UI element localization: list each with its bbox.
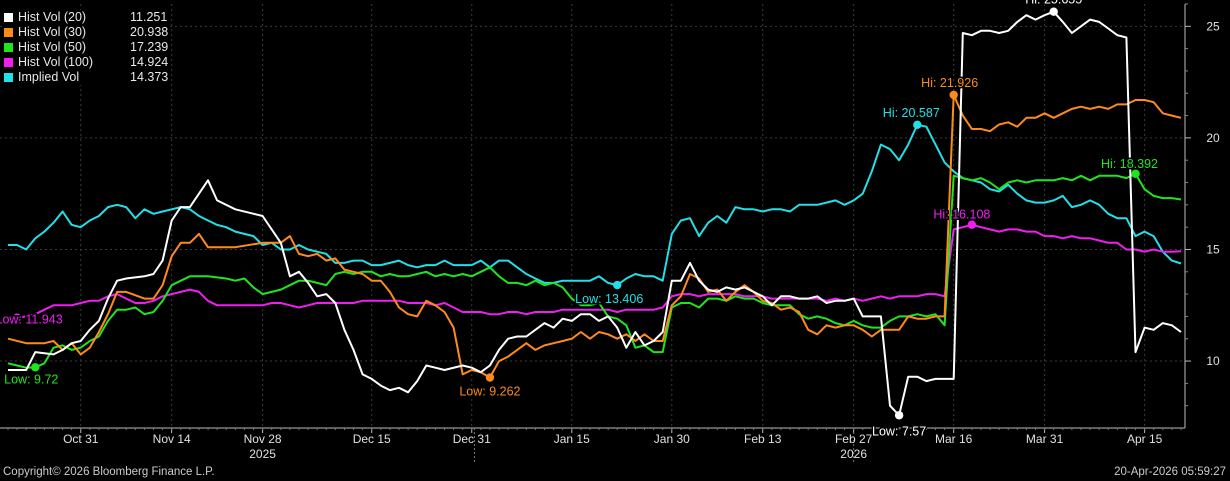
- series-line-3: [7, 223, 1182, 320]
- legend-swatch: [4, 28, 13, 37]
- legend-series-name: Implied Vol: [18, 70, 80, 84]
- series-line-1: [7, 93, 1182, 379]
- legend-series-value: 11.251: [130, 10, 168, 24]
- legend-series-value: 14.924: [130, 55, 169, 69]
- legend-item-hist-vol-50[interactable]: Hist Vol (50) 17.239: [4, 40, 168, 55]
- legend-series-name: Hist Vol (100): [18, 55, 94, 69]
- year-label: 2026: [840, 447, 867, 461]
- legend-series-value: 20.938: [130, 25, 169, 39]
- annotation-label: Low: 13.406: [575, 292, 643, 306]
- annotation-label: Hi: 25.655: [1025, 0, 1082, 7]
- annotation-marker: [12, 313, 22, 322]
- legend-series-name: Hist Vol (50): [18, 40, 87, 54]
- x-tick-label: Mar 16: [935, 432, 973, 446]
- legend-item-hist-vol-20[interactable]: Hist Vol (20) 11.251: [4, 10, 168, 25]
- annotation-label: Hi: 16.108: [933, 208, 990, 222]
- x-tick-label: Jan 30: [654, 432, 690, 446]
- series-line-0: [8, 10, 1182, 417]
- series-line-4: [8, 123, 1182, 287]
- chart-legend: Hist Vol (20) 11.251 Hist Vol (30) 20.93…: [4, 10, 169, 85]
- annotation-label: Low: 9.72: [4, 372, 58, 386]
- legend-series-value: 17.239: [130, 40, 169, 54]
- x-tick-label: Oct 31: [63, 432, 99, 446]
- annotation-label: Hi: 18.392: [1101, 157, 1158, 171]
- year-label: 2025: [249, 447, 276, 461]
- y-tick-label: 10: [1206, 354, 1220, 368]
- annotation-marker: [967, 220, 977, 229]
- legend-item-hist-vol-30[interactable]: Hist Vol (30) 20.938: [4, 25, 168, 40]
- annotation-label: Low: 11.943: [0, 313, 63, 327]
- legend-item-implied-vol[interactable]: Implied Vol 14.373: [4, 70, 168, 85]
- legend-swatch: [4, 13, 13, 22]
- x-tick-label: Apr 15: [1127, 432, 1163, 446]
- legend-series-value: 14.373: [130, 70, 169, 84]
- legend-swatch: [4, 73, 13, 82]
- annotation-label: Hi: 21.926: [921, 76, 978, 90]
- y-tick-label: 15: [1206, 242, 1220, 256]
- x-tick-label: Feb 27: [835, 432, 873, 446]
- timestamp-text: 20-Apr-2026 05:59:27: [1114, 466, 1226, 478]
- annotation-marker: [31, 363, 40, 372]
- annotation-marker: [1049, 7, 1058, 16]
- legend-swatch: [4, 43, 13, 52]
- annotation-marker: [613, 280, 622, 290]
- legend-series-name: Hist Vol (30): [18, 25, 87, 39]
- legend-swatch: [4, 58, 13, 67]
- x-tick-label: Jan 15: [554, 432, 590, 446]
- series-line-2: [7, 172, 1182, 369]
- legend-series-name: Hist Vol (20): [18, 10, 87, 24]
- x-tick-label: Nov 14: [153, 432, 191, 446]
- x-tick-label: Mar 31: [1026, 432, 1064, 446]
- y-tick-label: 25: [1206, 19, 1220, 33]
- annotation-label: Hi: 20.587: [883, 106, 940, 120]
- annotation-label: Low: 9.262: [459, 385, 520, 399]
- y-tick-label: 20: [1206, 131, 1220, 145]
- copyright-text: Copyright© 2026 Bloomberg Finance L.P.: [3, 466, 215, 478]
- legend-item-hist-vol-100[interactable]: Hist Vol (100) 14.924: [4, 55, 168, 70]
- annotation-marker: [485, 373, 495, 382]
- annotation-marker: [913, 120, 922, 129]
- x-tick-label: Feb 13: [744, 432, 782, 446]
- annotation-label: Low: 7.57: [872, 424, 926, 438]
- annotation-marker: [949, 90, 958, 100]
- x-tick-label: Nov 28: [244, 432, 282, 446]
- annotation-marker: [894, 411, 904, 420]
- annotation-marker: [1131, 169, 1140, 178]
- x-tick-label: Dec 15: [353, 432, 391, 446]
- x-tick-label: Dec 31: [453, 432, 491, 446]
